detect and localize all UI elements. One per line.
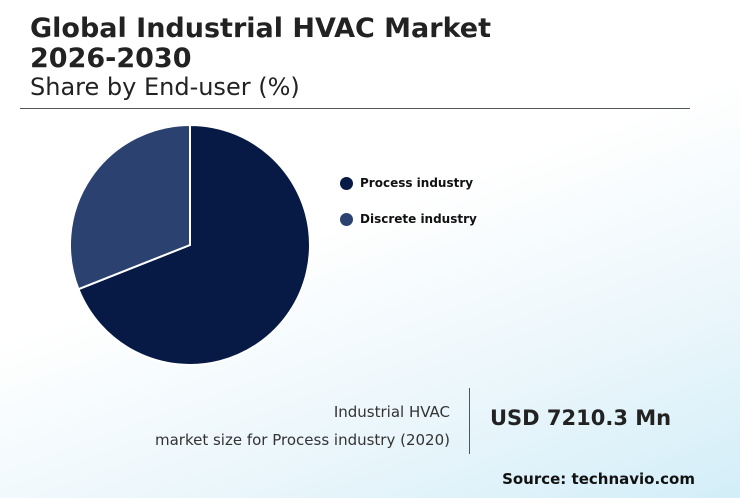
legend-swatch-discrete-industry	[340, 212, 353, 226]
pie-slice-discrete-industry	[69, 123, 191, 291]
kpi-label: Industrial HVAC market size for Process …	[155, 398, 450, 454]
chart-title: Global Industrial HVAC Market 2026-2030	[30, 13, 492, 74]
legend-item-discrete-industry: Discrete industry	[340, 208, 477, 230]
source-credit: Source: technavio.com	[502, 470, 695, 488]
legend-label-discrete-industry: Discrete industry	[360, 212, 477, 226]
chart-subtitle: Share by End-user (%)	[30, 73, 300, 101]
legend-item-process-industry: Process industry	[340, 172, 477, 194]
kpi-divider	[469, 388, 470, 454]
kpi-label-line1: Industrial HVAC	[333, 403, 450, 421]
legend: Process industry Discrete industry	[340, 172, 477, 244]
kpi-value: USD 7210.3 Mn	[490, 406, 672, 430]
header-divider	[20, 108, 690, 109]
legend-label-process-industry: Process industry	[360, 176, 474, 190]
kpi-label-line2: market size for Process industry (2020)	[154, 431, 450, 449]
pie-slice-process-industry	[77, 123, 311, 366]
legend-swatch-process-industry	[340, 176, 353, 190]
